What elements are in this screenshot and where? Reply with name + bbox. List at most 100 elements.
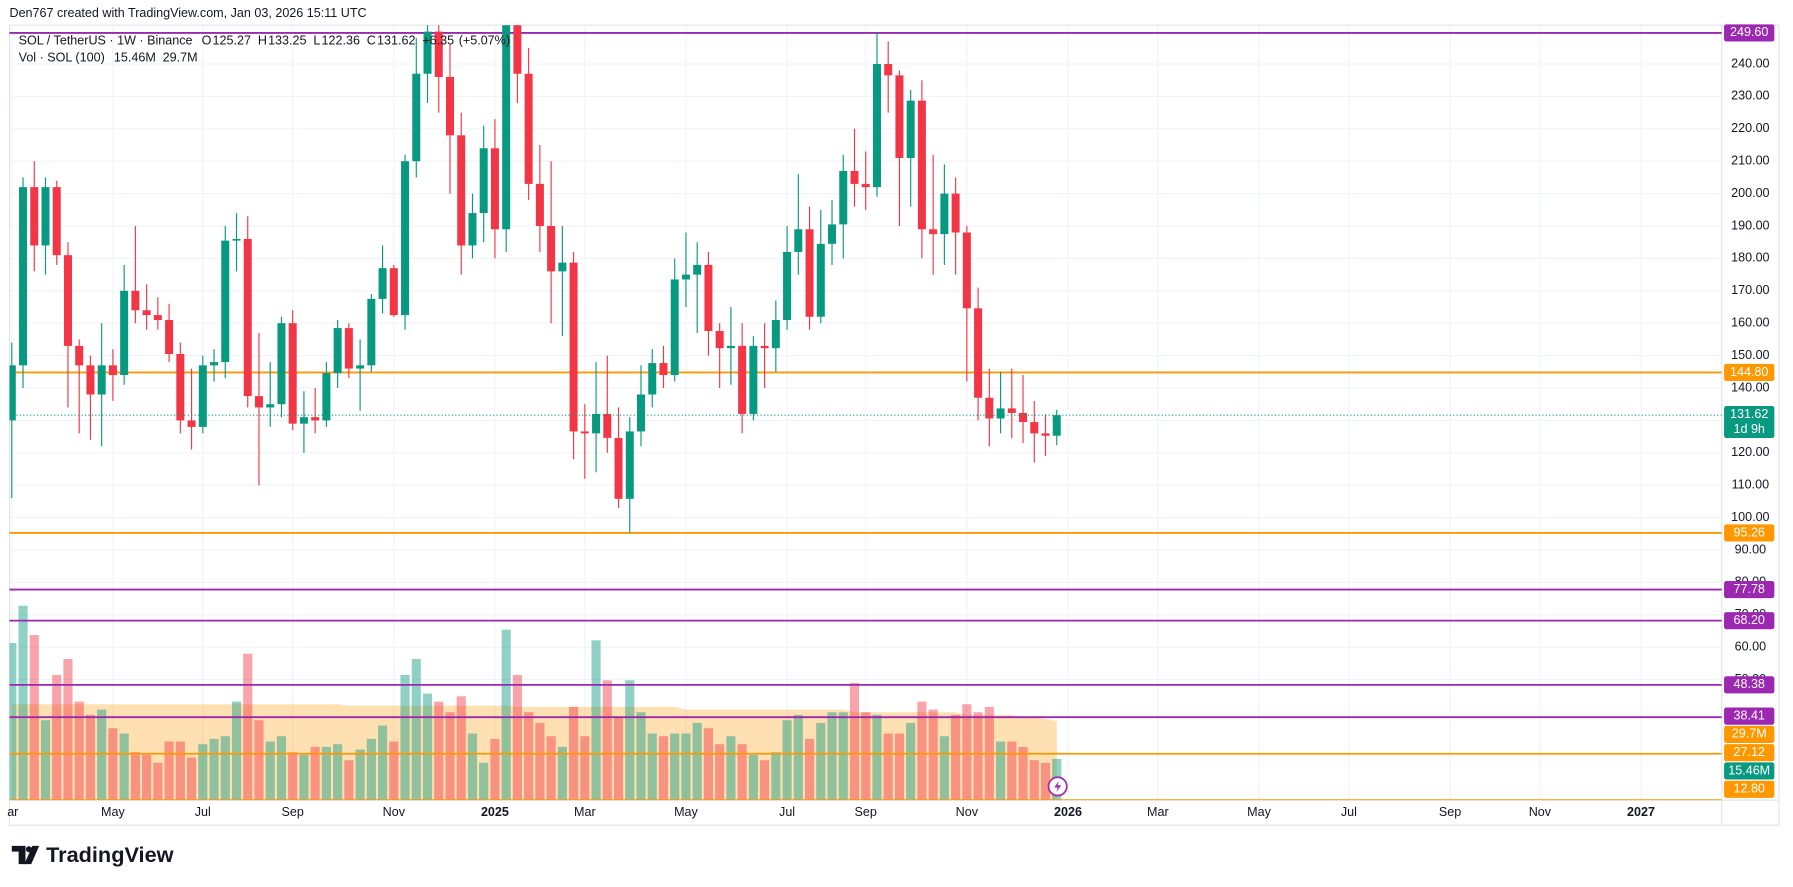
volume-bar [389,741,399,801]
axis-tag-label: 68.20 [1733,613,1764,627]
axis-tag-label: 48.38 [1733,677,1764,691]
volume-bar [681,733,691,801]
candle-body [884,64,893,76]
volume-bar [366,738,376,801]
candle-body [670,279,679,376]
volume-bar [198,744,208,801]
candle-body [502,25,511,230]
legend-label: L [313,33,320,47]
axis-tag [1724,676,1775,694]
volume-bar [333,744,343,801]
volume-bar [1029,760,1039,801]
volume-bar [703,728,713,801]
volume-bar [760,760,770,801]
flash-icon[interactable] [1047,776,1068,797]
axis-tag [1724,744,1775,762]
candle-body [423,31,432,74]
legend-change: +6.35 [422,33,454,47]
candle-body [142,310,151,316]
axis-tag-label: 12.80 [1733,782,1764,796]
candle-body [322,373,331,421]
volume-bar [546,736,556,801]
volume-bar [591,640,601,801]
y-tick-label: 60.00 [1735,640,1766,654]
axis-tag [1724,24,1775,42]
candle-body [254,396,263,408]
y-tick-label: 150.00 [1731,348,1769,362]
axis-tag-label: 95.26 [1733,525,1764,539]
candle-body [872,64,881,188]
candle-body [704,264,713,331]
volume-bar [917,701,927,801]
candle-body [367,298,376,366]
volume-legend-value: 29.7M [163,51,198,65]
volume-bar [9,643,17,801]
volume-bar [288,752,298,801]
volume-bar [378,725,388,801]
axis-tag [1724,581,1775,599]
frame [8,24,1780,826]
volume-legend-value: 15.46M [114,51,156,65]
candle-body [401,161,410,316]
candle-body [288,323,297,424]
axis-tag-label: 15.46M [1728,763,1770,777]
volume-bar [838,712,848,801]
candle-body [726,345,735,349]
volume-bar [748,754,758,801]
candle-body [52,187,61,256]
axis-tag-label: 27.12 [1733,745,1764,759]
y-tick-label: 220.00 [1731,121,1769,135]
overlay: 50.0060.0070.0080.0090.00100.00110.00120… [7,24,1775,819]
candle-body [535,183,544,227]
volume-bar [861,712,871,801]
candle-body [738,345,747,414]
candle-body [97,365,106,395]
axis-tag-label: 249.60 [1730,25,1768,39]
candle-body [356,365,365,369]
candle-body [637,394,646,432]
volume-bar [18,605,28,801]
volume-bar [894,733,905,801]
candle-body [389,268,398,316]
legend-value: 131.62 [377,33,415,47]
candle-body [63,255,72,346]
axis-tag [1724,524,1775,542]
volume-bar [1007,741,1017,801]
candle-body [378,268,387,299]
candle-body [715,330,724,349]
candle-body [243,238,252,397]
candle-body [176,353,185,421]
candle-body [19,187,28,366]
candle-body [266,404,275,408]
volume-bar [602,680,612,801]
y-tick-label: 120.00 [1731,445,1769,459]
volume-bar [108,728,118,801]
candle-body [895,75,904,158]
axis-tag-label: 144.80 [1730,365,1768,379]
volume-bar [872,714,882,801]
volume-bar [658,736,669,801]
volume-bar [434,701,444,801]
legend-title: SOL / TetherUS · 1W · Binance [19,33,193,47]
axis-tag [1724,762,1775,780]
candle-body [311,417,320,421]
volume-bar [321,746,331,801]
y-tick-label: 210.00 [1731,154,1769,168]
candle-body [569,262,578,432]
candle-body [974,308,983,398]
x-tick-label: Jul [195,805,211,819]
candle-body [580,431,589,434]
x-tick-label: May [1247,805,1271,819]
x-tick-label: Jul [1341,805,1357,819]
y-tick-label: 110.00 [1732,478,1770,492]
candle-body [951,193,960,233]
volume-bar [153,762,163,801]
candle-body [839,170,848,225]
volume-bar [310,746,320,801]
candle-body [940,193,949,235]
y-tick-label: 160.00 [1731,316,1769,330]
volume-bar [467,733,478,801]
candle-body [592,413,601,434]
x-tick-label: Sep [1439,805,1461,819]
